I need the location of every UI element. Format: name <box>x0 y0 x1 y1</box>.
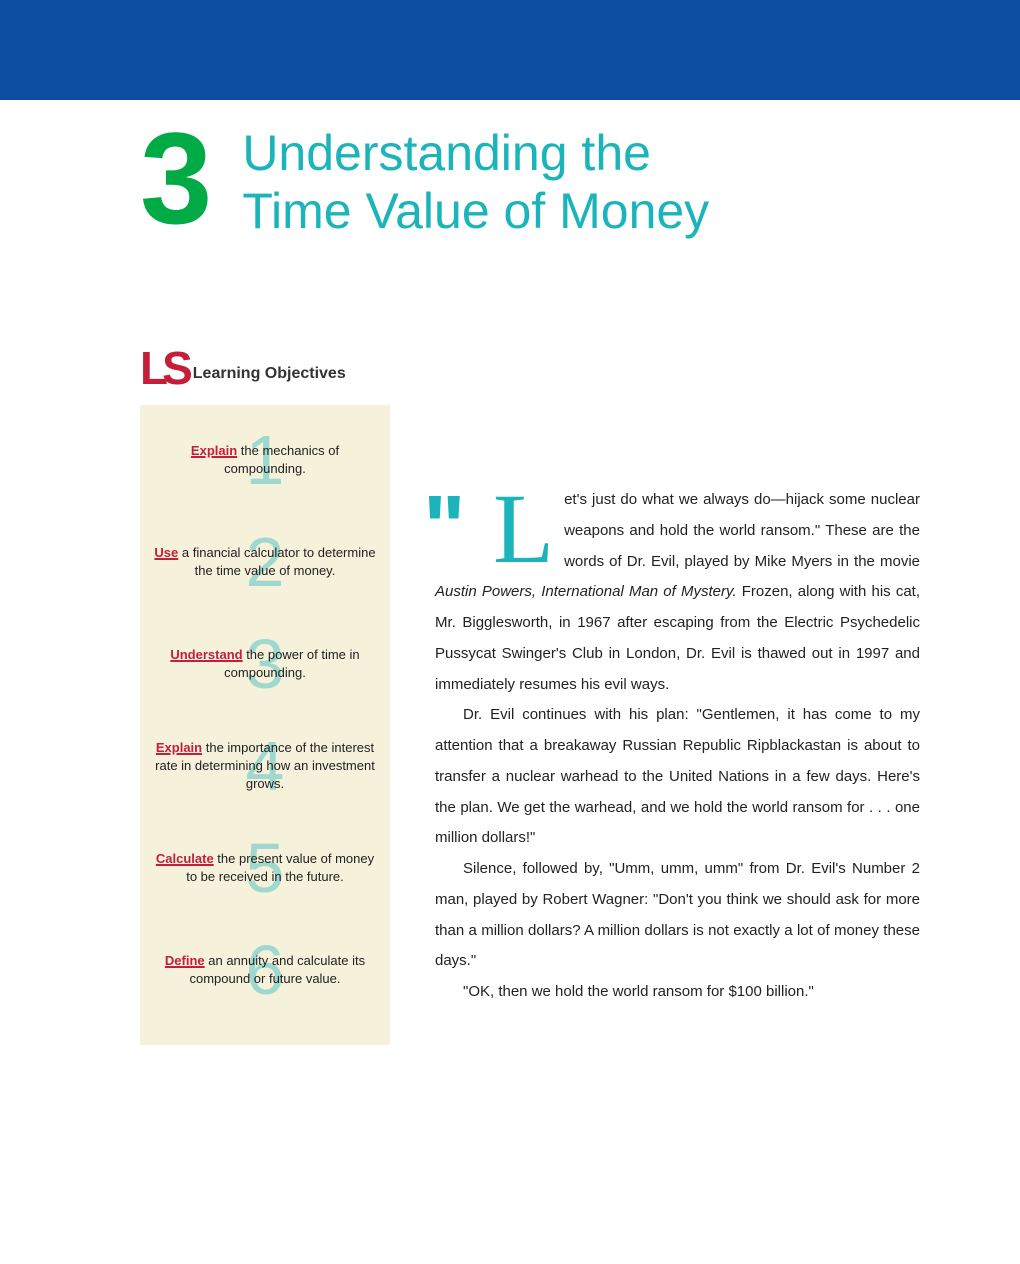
content-area: LS Learning Objectives 1 Explain the mec… <box>0 350 1020 1045</box>
dropcap: L <box>493 491 554 566</box>
dropcap-container: " L et's just do what we always do—hijac… <box>435 485 920 700</box>
learning-objectives-header: LS Learning Objectives <box>140 350 390 387</box>
header-bar <box>0 0 1020 100</box>
body-p3: Silence, followed by, "Umm, umm, umm" fr… <box>435 854 920 977</box>
objective-text: Explain the mechanics of compounding. <box>152 442 378 478</box>
body-p2: Dr. Evil continues with his plan: "Gentl… <box>435 700 920 854</box>
objective-verb: Calculate <box>156 851 214 866</box>
chapter-title-line2: Time Value of Money <box>242 183 709 239</box>
objective-text: Use a financial calculator to determine … <box>152 544 378 580</box>
objective-verb: Understand <box>170 647 242 662</box>
objective-verb: Define <box>165 953 205 968</box>
objective-rest: a financial calculator to determine the … <box>178 545 375 578</box>
left-column: LS Learning Objectives 1 Explain the mec… <box>140 350 390 1045</box>
objective-text: Calculate the present value of money to … <box>152 850 378 886</box>
objective-item: 5 Calculate the present value of money t… <box>152 838 378 898</box>
objective-verb: Explain <box>156 740 202 755</box>
chapter-title: Understanding the Time Value of Money <box>242 125 709 240</box>
objective-rest: the power of time in compounding. <box>224 647 359 680</box>
learning-objectives-icon: LS <box>140 350 187 387</box>
objective-text: Define an annuity and calculate its comp… <box>152 952 378 988</box>
chapter-header: 3 Understanding the Time Value of Money <box>0 120 1020 240</box>
objective-verb: Explain <box>191 443 237 458</box>
right-column: " L et's just do what we always do—hijac… <box>390 350 920 1045</box>
open-quote-mark: " <box>423 483 466 573</box>
body-p1-italic: Austin Powers, International Man of Myst… <box>435 583 737 600</box>
objective-rest: an annuity and calculate its compound or… <box>189 953 365 986</box>
chapter-title-line1: Understanding the <box>242 125 651 181</box>
objective-item: 1 Explain the mechanics of compounding. <box>152 430 378 490</box>
objective-item: 2 Use a financial calculator to determin… <box>152 532 378 592</box>
objective-verb: Use <box>154 545 178 560</box>
learning-objectives-label: Learning Objectives <box>193 365 346 383</box>
chapter-number: 3 <box>140 120 212 237</box>
objectives-box: 1 Explain the mechanics of compounding. … <box>140 405 390 1045</box>
objective-item: 6 Define an annuity and calculate its co… <box>152 940 378 1000</box>
objective-text: Understand the power of time in compound… <box>152 646 378 682</box>
objective-item: 3 Understand the power of time in compou… <box>152 634 378 694</box>
objective-item: 4 Explain the importance of the interest… <box>152 736 378 796</box>
objective-rest: the mechanics of compounding. <box>224 443 339 476</box>
body-p4: "OK, then we hold the world ransom for $… <box>435 977 920 1008</box>
objective-rest: the present value of money to be receive… <box>186 851 374 884</box>
objective-text: Explain the importance of the interest r… <box>152 739 378 794</box>
body-text: " L et's just do what we always do—hijac… <box>435 485 920 1008</box>
body-p1-part1: et's just do what we always do—hijack so… <box>564 491 920 570</box>
